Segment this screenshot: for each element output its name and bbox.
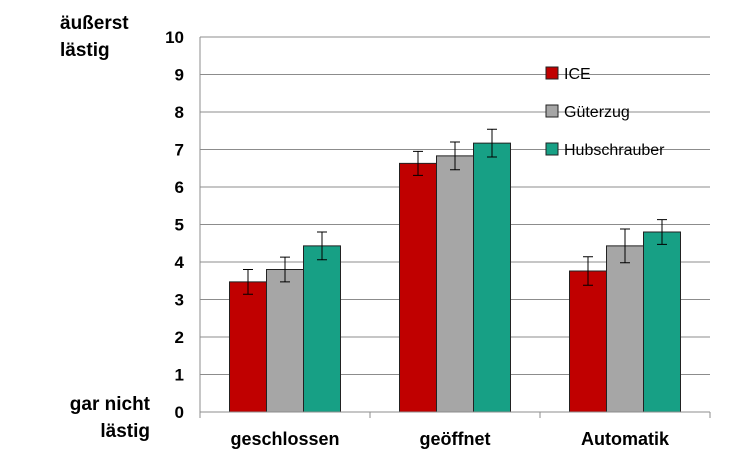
category-label: geschlossen bbox=[230, 429, 339, 449]
y-tick-label: 10 bbox=[165, 28, 184, 47]
y-tick-label: 8 bbox=[175, 103, 184, 122]
bar bbox=[643, 231, 681, 413]
bar bbox=[473, 142, 511, 413]
bar bbox=[229, 281, 267, 413]
y-tick-label: 3 bbox=[175, 291, 184, 310]
y-tick-label: 5 bbox=[175, 216, 184, 235]
y-tick-label: 9 bbox=[175, 66, 184, 85]
axes bbox=[199, 37, 711, 418]
bar bbox=[569, 270, 607, 413]
y-tick-label: 6 bbox=[175, 178, 184, 197]
bar bbox=[399, 162, 437, 413]
bar bbox=[266, 269, 304, 413]
bar bbox=[606, 245, 644, 413]
category-label: Automatik bbox=[581, 429, 670, 449]
bar bbox=[303, 245, 341, 413]
y-tick-label: 1 bbox=[175, 366, 184, 385]
category-label: geöffnet bbox=[420, 429, 491, 449]
y-tick-label: 7 bbox=[175, 141, 184, 160]
legend: ICE Güterzug Hubschrauber bbox=[545, 66, 665, 159]
legend-swatch bbox=[545, 66, 559, 80]
legend-swatch bbox=[545, 142, 559, 156]
y-label-top-line-2: lästig bbox=[60, 40, 110, 61]
y-axis-end-labels: äußerst lästig gar nicht lästig bbox=[60, 13, 151, 442]
bars bbox=[229, 142, 681, 413]
bar bbox=[436, 155, 474, 413]
y-tick-label: 2 bbox=[175, 328, 184, 347]
error-bars bbox=[243, 128, 667, 295]
y-tick-labels: 0 1 2 3 4 5 6 7 8 9 10 bbox=[165, 28, 184, 422]
legend-label: Hubschrauber bbox=[564, 142, 665, 159]
legend-label: Güterzug bbox=[564, 104, 630, 121]
y-label-bottom-line-1: gar nicht bbox=[70, 394, 151, 415]
y-tick-label: 0 bbox=[175, 403, 184, 422]
y-tick-label: 4 bbox=[175, 253, 185, 272]
legend-swatch bbox=[545, 104, 559, 118]
y-label-top-line-1: äußerst bbox=[60, 13, 129, 34]
y-label-bottom-line-2: lästig bbox=[100, 421, 150, 442]
category-labels: geschlossen geöffnet Automatik bbox=[230, 429, 670, 449]
legend-label: ICE bbox=[564, 66, 591, 83]
